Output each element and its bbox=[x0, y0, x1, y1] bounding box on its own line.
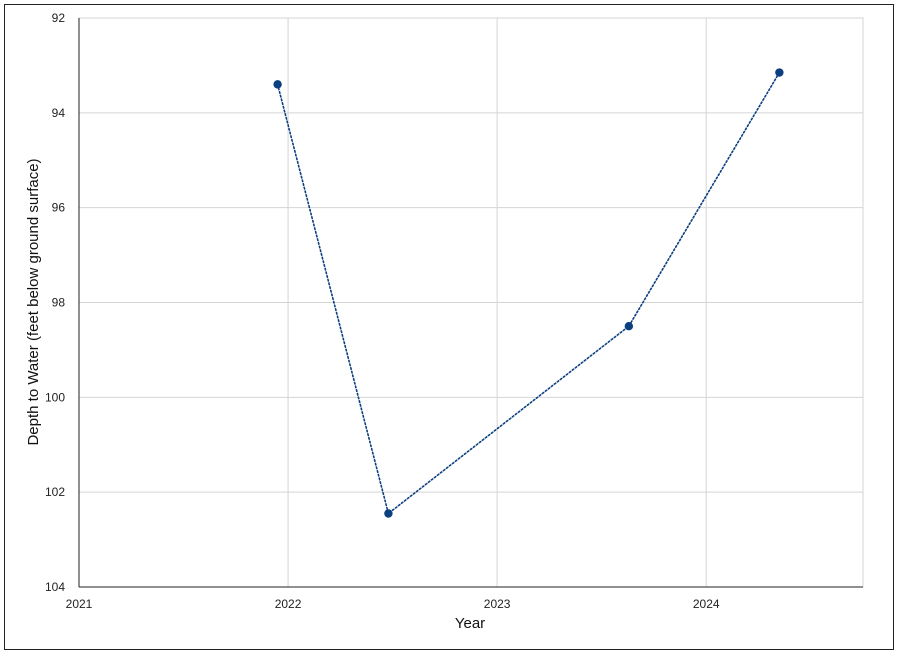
chart-frame bbox=[4, 4, 894, 650]
y-tick-label: 100 bbox=[45, 390, 65, 404]
x-tick-label: 2023 bbox=[484, 597, 511, 611]
y-tick-label: 96 bbox=[52, 201, 66, 215]
y-axis-title: Depth to Water (feet below ground surfac… bbox=[25, 158, 42, 445]
series-line bbox=[276, 71, 781, 515]
y-tick-label: 92 bbox=[52, 11, 66, 25]
data-point bbox=[384, 509, 393, 518]
data-point bbox=[624, 322, 634, 331]
y-tick-label: 98 bbox=[52, 296, 66, 310]
x-tick-label: 2024 bbox=[693, 597, 720, 611]
x-tick-label: 2021 bbox=[66, 597, 93, 611]
x-axis-title: Year bbox=[455, 615, 485, 632]
y-tick-label: 104 bbox=[45, 580, 65, 594]
series bbox=[273, 68, 784, 518]
grid bbox=[78, 17, 864, 588]
data-point bbox=[775, 68, 784, 77]
data-point bbox=[273, 80, 282, 89]
x-tick-label: 2022 bbox=[275, 597, 302, 611]
axes bbox=[78, 18, 863, 588]
y-tick-label: 102 bbox=[45, 485, 65, 499]
y-tick-label: 94 bbox=[52, 106, 66, 120]
